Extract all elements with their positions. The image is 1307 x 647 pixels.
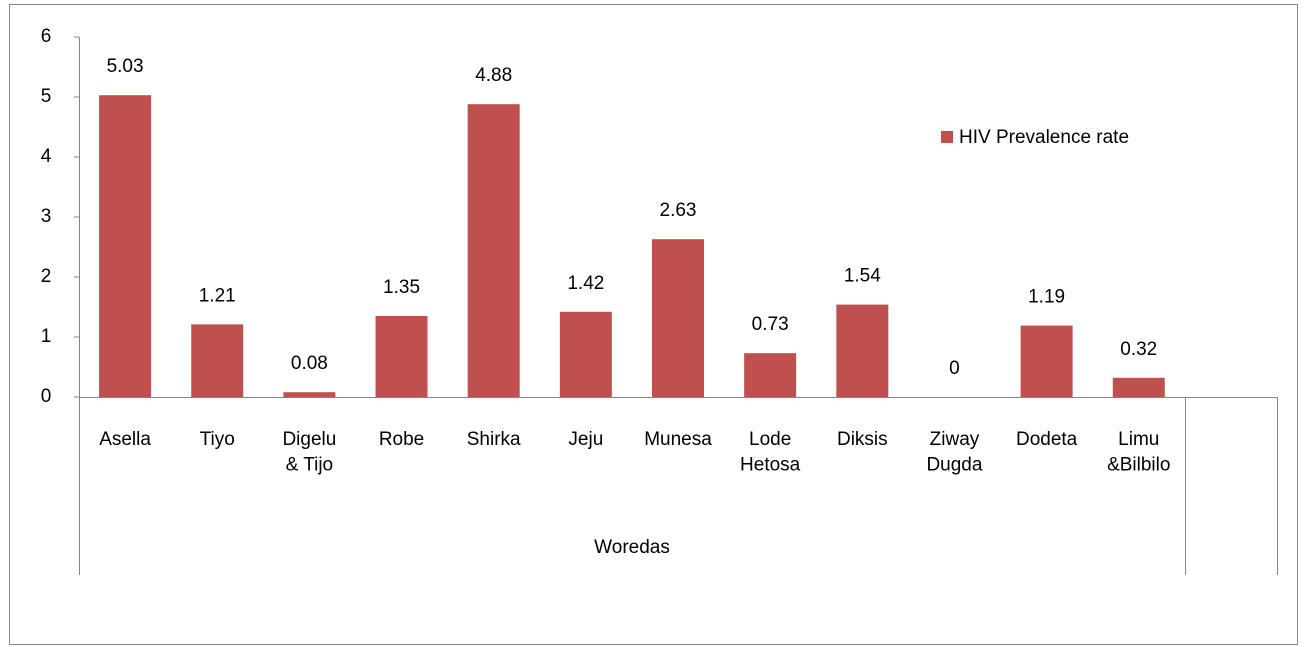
bar: [283, 392, 336, 397]
legend-swatch: [941, 131, 953, 143]
bar: [467, 104, 520, 397]
x-tick-label: Diksis: [837, 429, 888, 450]
bar: [191, 324, 244, 397]
x-tick-label: Asella: [99, 429, 151, 450]
data-label: 1.19: [1028, 287, 1065, 308]
data-label: 1.42: [567, 273, 604, 294]
y-tick-label: 5: [41, 86, 52, 107]
data-label: 0.73: [752, 314, 789, 335]
data-label: 0: [949, 358, 960, 379]
data-label: 4.88: [475, 65, 512, 86]
data-label: 1.35: [383, 277, 420, 298]
x-tick-label: Munesa: [644, 429, 712, 450]
y-tick-label: 0: [41, 386, 52, 407]
data-label: 1.21: [199, 285, 236, 306]
x-tick-label: Jeju: [568, 429, 603, 450]
data-label: 2.63: [660, 200, 697, 221]
y-tick-label: 3: [41, 206, 52, 227]
bar: [652, 239, 704, 397]
legend-label: HIV Prevalence rate: [959, 127, 1129, 148]
bar: [836, 304, 889, 397]
x-group-label: Woredas: [594, 537, 670, 558]
x-tick-label: Lode Hetosa: [740, 429, 801, 476]
x-tick-label: Limu &Bilbilo: [1107, 429, 1170, 476]
data-label: 0.08: [291, 353, 328, 374]
y-tick-label: 6: [41, 26, 52, 47]
x-tick-label: Dodeta: [1016, 429, 1078, 450]
bar: [1112, 377, 1165, 397]
bar: [99, 95, 152, 397]
x-tick-label: Shirka: [467, 429, 521, 450]
x-tick-label: Robe: [379, 429, 424, 450]
bar: [1020, 325, 1073, 397]
y-tick-label: 1: [41, 326, 52, 347]
y-tick-label: 2: [41, 266, 52, 287]
data-label: 5.03: [107, 56, 144, 77]
bar: [559, 311, 612, 397]
x-tick-label: Tiyo: [200, 429, 235, 450]
y-tick-label: 4: [41, 146, 52, 167]
bar: [375, 316, 428, 397]
data-label: 1.54: [844, 266, 881, 287]
x-tick-label: Ziway Dugda: [926, 429, 982, 476]
data-label: 0.32: [1120, 339, 1157, 360]
bar: [744, 353, 797, 397]
x-tick-label: Digelu & Tijo: [282, 429, 336, 476]
